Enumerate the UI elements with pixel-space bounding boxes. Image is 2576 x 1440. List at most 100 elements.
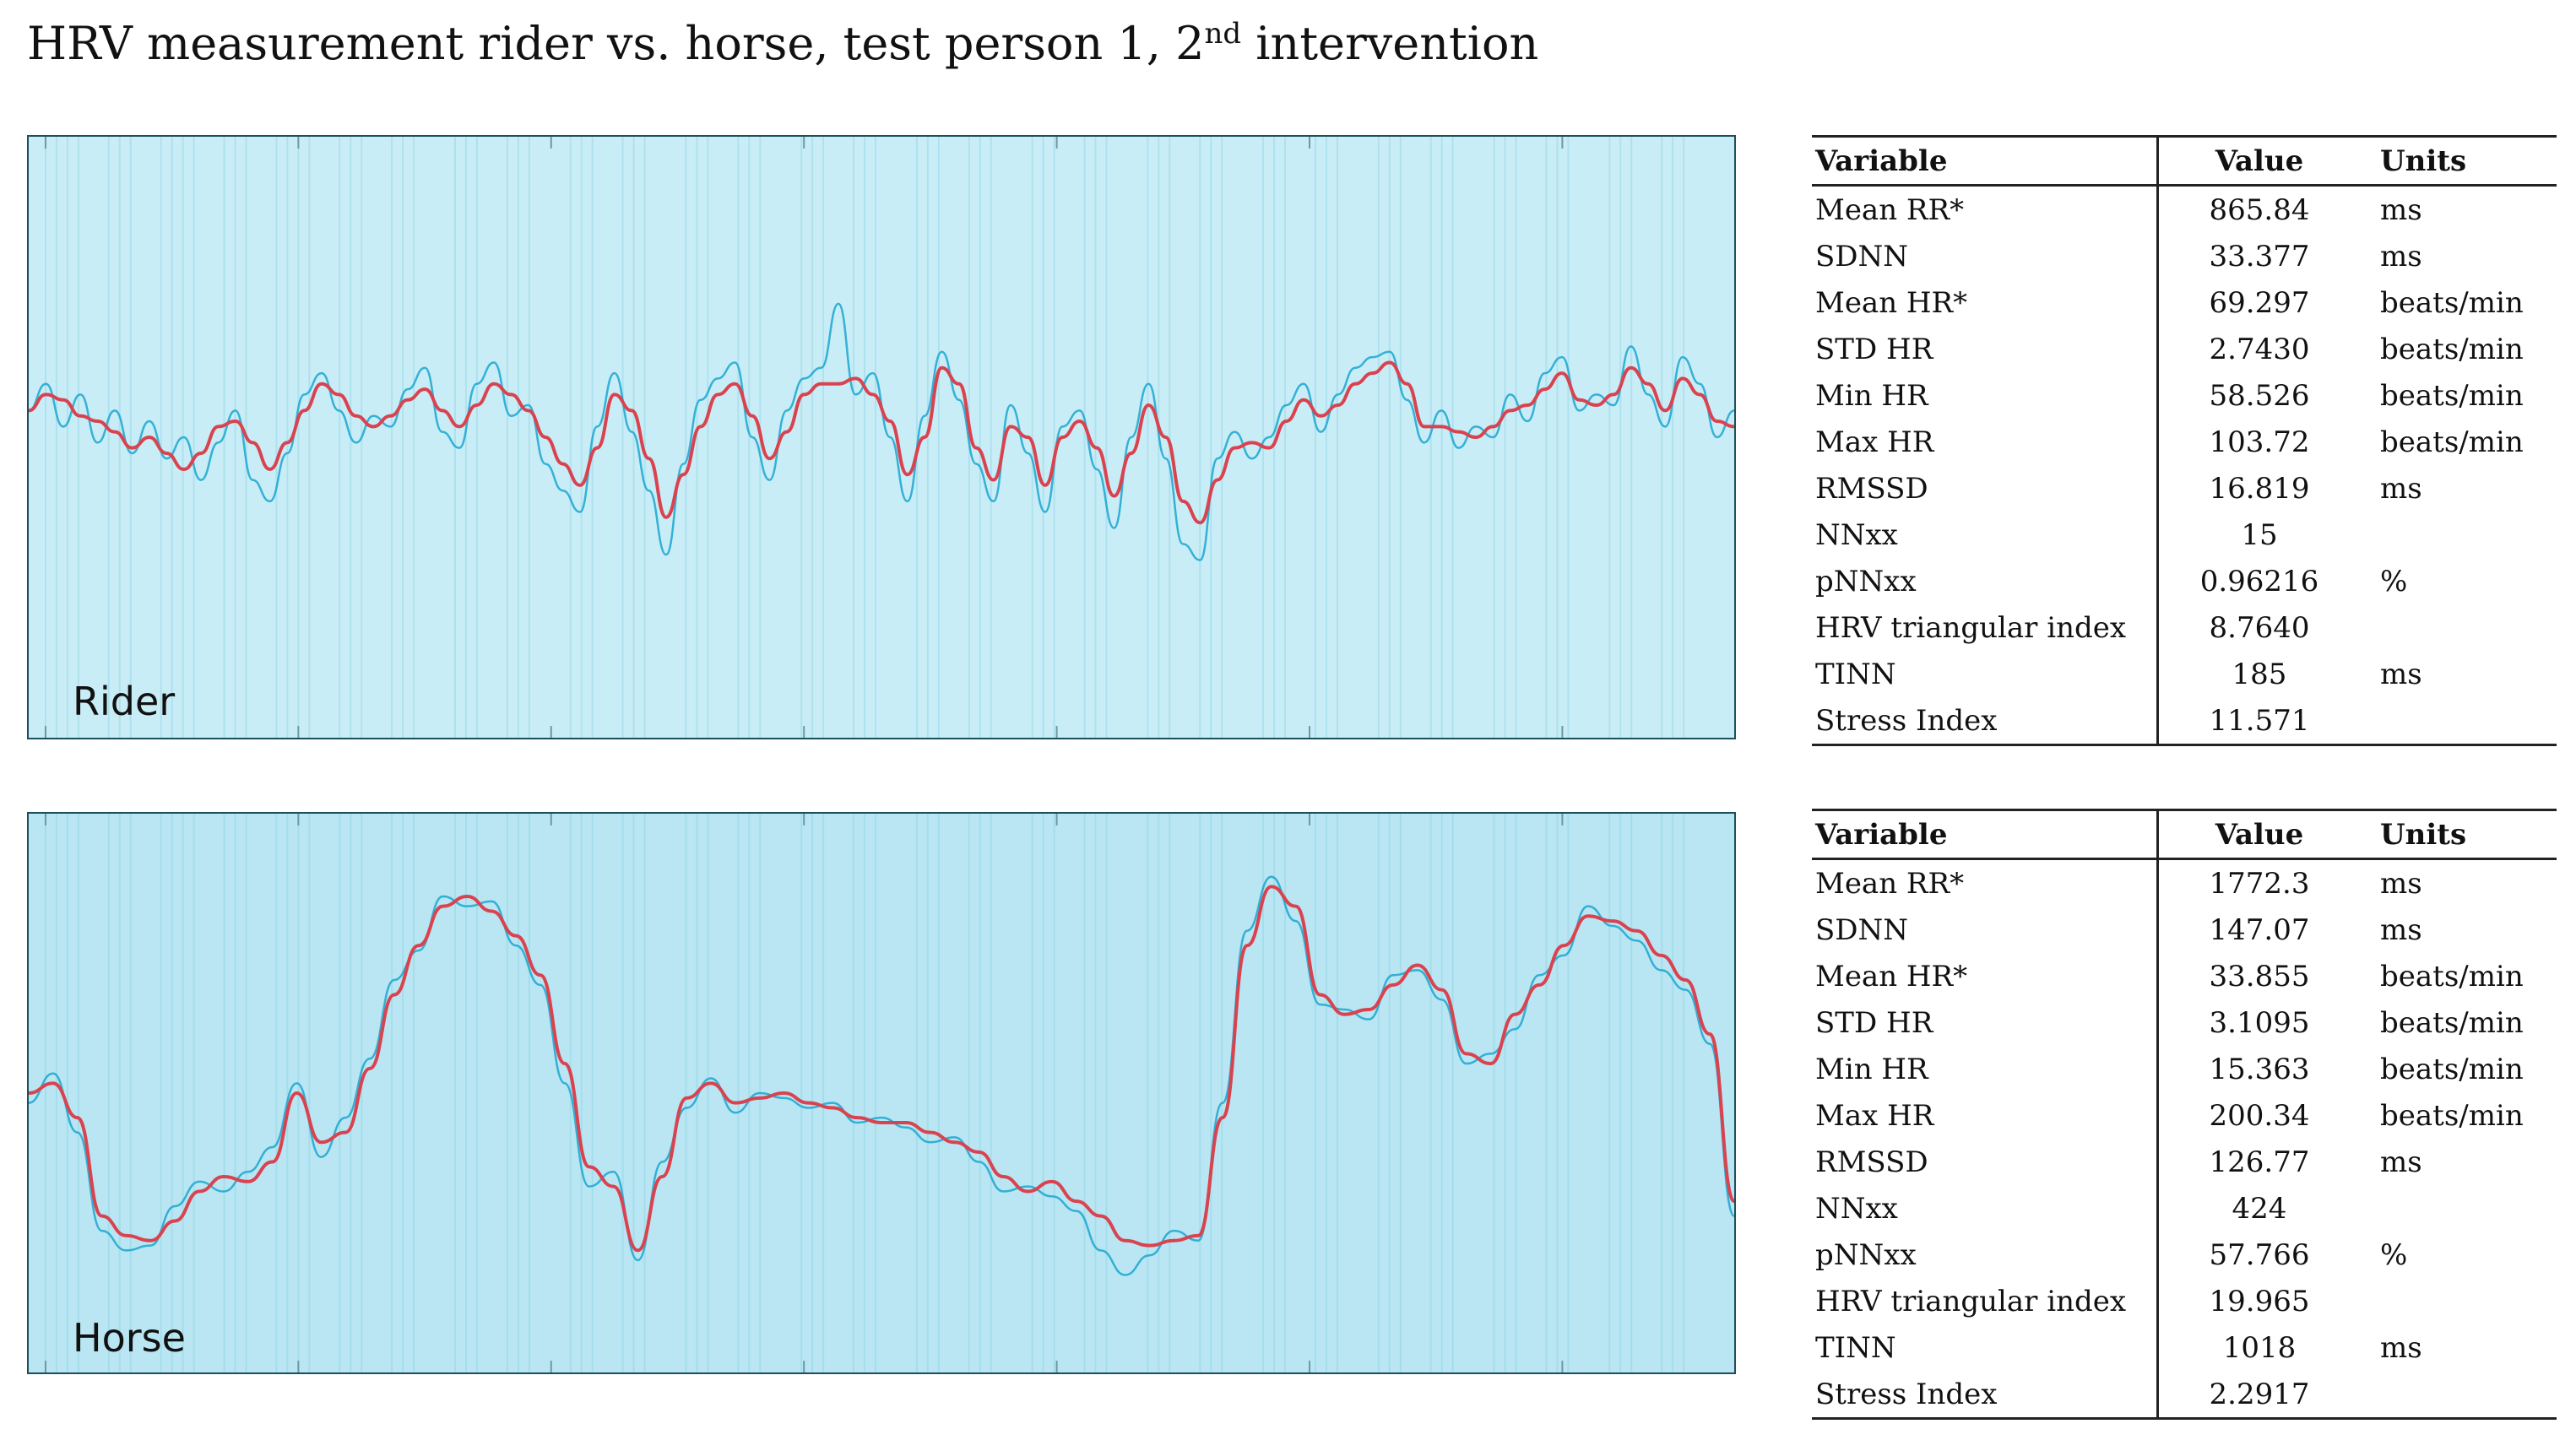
cell-value: 103.72 [2209,425,2310,459]
cell-units: beats/min [2380,1098,2524,1133]
cell-units: ms [2380,239,2422,273]
horse-chart-svg [29,814,1734,1372]
table-row: Mean RR* 865.84 ms [1812,185,2557,233]
cell-value: 0.96216 [2199,564,2319,598]
cell-variable: STD HR [1812,999,2159,1046]
table-row: Mean HR* 69.297 beats/min [1812,279,2557,326]
table-row: TINN 185 ms [1812,651,2557,697]
table-row: HRV triangular index 19.965 [1812,1278,2557,1324]
cell-variable: Stress Index [1812,697,2159,745]
horse-hrv-chart: Horse [27,812,1736,1374]
table-row: STD HR 2.7430 beats/min [1812,326,2557,372]
table-row: pNNxx 57.766% [1812,1232,2557,1278]
table-row: SDNN 33.377 ms [1812,233,2557,279]
table-row: RMSSD 126.77 ms [1812,1139,2557,1185]
cell-variable: Max HR [1812,419,2159,465]
cell-variable: HRV triangular index [1812,1278,2159,1324]
cell-units: ms [2380,471,2422,506]
cell-units [2360,1278,2557,1324]
cell-value: 1018 [2222,1330,2297,1365]
cell-value: 424 [2232,1191,2287,1226]
header-units: Units [2380,143,2467,178]
cell-value: 16.819 [2209,471,2310,506]
header-value: Value [2215,817,2304,852]
rider-hrv-chart: Rider [27,135,1736,739]
cell-variable: RMSSD [1812,1139,2159,1185]
cell-units: ms [2380,657,2422,691]
cell-variable: Min HR [1812,372,2159,419]
table-row: Stress Index 11.571 [1812,697,2557,745]
rider-smoothed-signal-line [29,360,1734,525]
cell-value: 15.363 [2209,1052,2310,1086]
cell-variable: NNxx [1812,512,2159,558]
cell-units: beats/min [2380,425,2524,459]
table-row: Max HR 103.72 beats/min [1812,419,2557,465]
cell-units: beats/min [2380,959,2524,993]
cell-value: 33.855 [2209,959,2310,993]
cell-value: 15 [2241,517,2278,552]
cell-variable: Stress Index [1812,1371,2159,1419]
cell-units: beats/min [2380,285,2524,320]
table-row: Max HR 200.34 beats/min [1812,1092,2557,1139]
table-row: pNNxx 0.96216% [1812,558,2557,604]
rider-table-body: Mean RR* 865.84 ms SDNN 33.377 ms Mean HR* 69.2… [1812,185,2557,745]
cell-variable: SDNN [1812,233,2159,279]
cell-units: ms [2380,192,2422,227]
cell-value: 2.2917 [2209,1377,2310,1411]
table-row: NNxx 424 [1812,1185,2557,1232]
horse-raw-signal-line [29,875,1734,1276]
title-superscript: nd [1204,17,1242,51]
cell-variable: TINN [1812,1324,2159,1371]
cell-value: 200.34 [2209,1098,2310,1133]
rider-raw-signal-line [29,302,1734,561]
cell-value: 8.7640 [2209,610,2310,645]
table-row: RMSSD 16.819 ms [1812,465,2557,512]
table-row: Stress Index 2.2917 [1812,1371,2557,1419]
table-row: STD HR 3.1095 beats/min [1812,999,2557,1046]
cell-variable: HRV triangular index [1812,604,2159,651]
cell-variable: SDNN [1812,907,2159,953]
cell-units: % [2380,564,2408,598]
cell-units [2360,1185,2557,1232]
rider-chart-svg [29,137,1734,738]
rider-chart-label: Rider [73,679,176,724]
cell-variable: pNNxx [1812,558,2159,604]
cell-variable: RMSSD [1812,465,2159,512]
cell-value: 57.766 [2209,1237,2310,1272]
cell-value: 126.77 [2209,1145,2310,1179]
cell-variable: pNNxx [1812,1232,2159,1278]
title-suffix: intervention [1241,17,1539,70]
cell-units: beats/min [2380,1005,2524,1040]
cell-units [2360,1371,2557,1419]
cell-variable: Mean HR* [1812,953,2159,999]
cell-variable: Mean HR* [1812,279,2159,326]
table-header-row: Variable Value Units [1812,136,2557,186]
table-row: Mean HR* 33.855 beats/min [1812,953,2557,999]
cell-units: ms [2380,866,2422,901]
horse-hrv-table: Variable Value Units Mean RR* 1772.3 ms SDN… [1812,809,2557,1420]
cell-units: ms [2380,912,2422,947]
cell-units: beats/min [2380,378,2524,413]
horse-chart-label: Horse [73,1315,186,1361]
page-title: HRV measurement rider vs. horse, test pe… [27,12,1538,76]
table-row: NNxx 15 [1812,512,2557,558]
header-variable: Variable [1812,809,2159,859]
table-row: Mean RR* 1772.3 ms [1812,858,2557,907]
cell-value: 33.377 [2209,239,2310,273]
table-header-row: Variable Value Units [1812,809,2557,859]
cell-value: 11.571 [2209,703,2310,738]
cell-value: 1772.3 [2209,866,2310,901]
cell-value: 185 [2232,657,2287,691]
header-value: Value [2215,143,2304,178]
cell-units [2360,512,2557,558]
cell-variable: Min HR [1812,1046,2159,1092]
rider-hrv-table: Variable Value Units Mean RR* 865.84 ms SDN… [1812,135,2557,746]
horse-smoothed-signal-line [29,885,1734,1253]
table-row: TINN 1018 ms [1812,1324,2557,1371]
cell-variable: TINN [1812,651,2159,697]
horse-table-body: Mean RR* 1772.3 ms SDNN 147.07 ms Mean HR* 33.8… [1812,858,2557,1419]
cell-variable: Mean RR* [1812,858,2159,907]
cell-units [2360,697,2557,745]
table-row: Min HR 15.363 beats/min [1812,1046,2557,1092]
cell-units: ms [2380,1145,2422,1179]
